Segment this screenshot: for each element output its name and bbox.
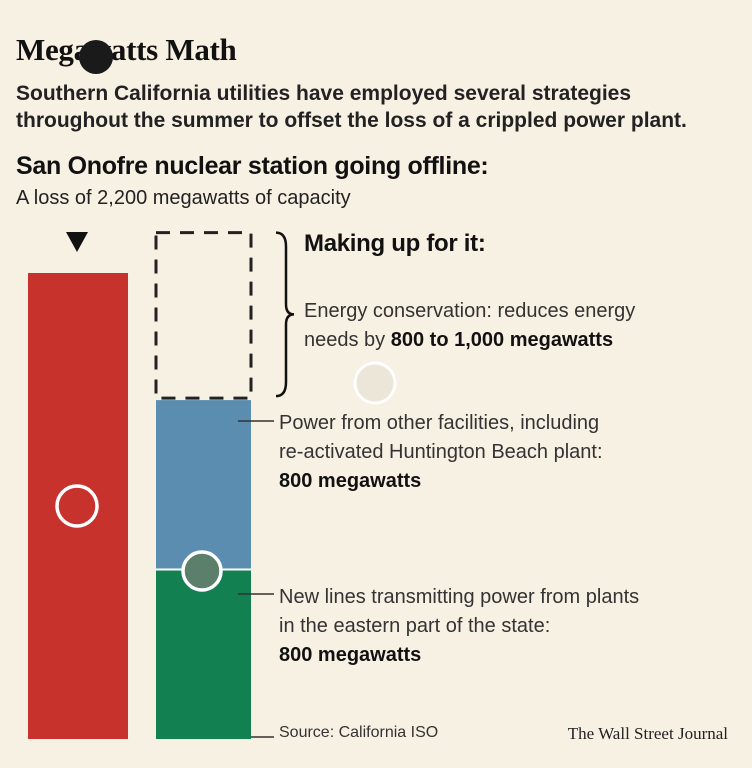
dark-dot-marker bbox=[79, 40, 113, 74]
conservation-value: 800 to 1,000 megawatts bbox=[390, 329, 614, 351]
triangle-marker-icon bbox=[66, 232, 88, 252]
chart-title: Megawatts Math bbox=[16, 32, 237, 67]
facilities-line-2: re-activated Huntington Beach plant: bbox=[279, 441, 603, 463]
facilities-value: 800 megawatts bbox=[279, 470, 422, 492]
ring-marker-segment bbox=[181, 550, 223, 592]
newlines-line-2: in the eastern part of the state: bbox=[279, 615, 551, 637]
subtitle-line-1: Southern California utilities have emplo… bbox=[16, 82, 632, 105]
chart-subtitle: Southern California utilities have emplo… bbox=[16, 80, 736, 134]
conservation-line-1: Energy conservation: reduces energy bbox=[304, 300, 636, 322]
conservation-prefix: needs by bbox=[304, 329, 391, 351]
ring-marker-red bbox=[55, 484, 99, 528]
annotation-new-lines: New lines transmitting power from plants… bbox=[279, 583, 639, 670]
new-lines-segment bbox=[156, 569, 251, 739]
loss-heading: San Onofre nuclear station going offline… bbox=[16, 152, 489, 180]
conservation-segment bbox=[154, 231, 253, 400]
publication-credit: The Wall Street Journal bbox=[567, 724, 728, 743]
light-circle-marker bbox=[353, 361, 397, 405]
loss-bar bbox=[28, 273, 128, 739]
subtitle-line-2: throughout the summer to offset the loss… bbox=[16, 109, 687, 132]
other-facilities-segment bbox=[156, 400, 251, 570]
offset-heading: Making up for it: bbox=[304, 230, 486, 257]
curly-brace bbox=[275, 231, 295, 398]
facilities-line-1: Power from other facilities, including bbox=[279, 412, 600, 434]
annotation-conservation: Energy conservation: reduces energy need… bbox=[304, 297, 635, 355]
source-note: Source: California ISO bbox=[279, 724, 439, 741]
newlines-value: 800 megawatts bbox=[279, 644, 422, 666]
newlines-line-1: New lines transmitting power from plants bbox=[279, 586, 640, 608]
loss-subheading: A loss of 2,200 megawatts of capacity bbox=[16, 187, 351, 209]
annotation-other-facilities: Power from other facilities, including r… bbox=[279, 409, 603, 496]
